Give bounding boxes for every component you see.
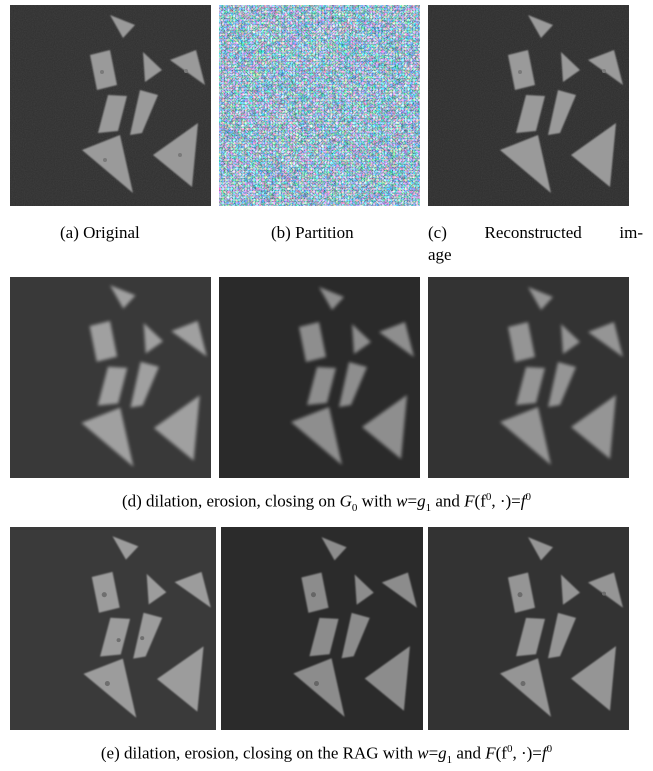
caption-d: (d) dilation, erosion, closing on G0 wit… xyxy=(0,486,653,519)
caption-d-and: and xyxy=(431,491,465,511)
caption-d-G-sub: 0 xyxy=(351,502,358,515)
caption-e-w: w xyxy=(417,743,429,763)
caption-d-args2: , ·)= xyxy=(491,491,521,511)
caption-e-text: (e) dilation, erosion, closing on the RA… xyxy=(100,743,418,763)
caption-d-w: w xyxy=(396,491,408,511)
caption-e-eq: = xyxy=(428,743,439,763)
caption-e-f: f xyxy=(541,743,547,763)
caption-c-hyphen: im- xyxy=(619,223,643,242)
caption-d-G: G xyxy=(339,491,352,511)
caption-e: (e) dilation, erosion, closing on the RA… xyxy=(0,738,653,771)
caption-b: (b) Partition xyxy=(271,223,354,242)
caption-e-args: (f xyxy=(495,743,507,763)
caption-d-eq: = xyxy=(407,491,418,511)
caption-d-with: with xyxy=(357,491,397,511)
caption-d-g: g xyxy=(417,491,426,511)
caption-e-sup0: 0 xyxy=(506,743,513,755)
caption-c-line2: age xyxy=(428,245,452,264)
panel-reconstructed xyxy=(428,5,629,206)
caption-e-g: g xyxy=(438,743,447,763)
caption-d-g-sub: 1 xyxy=(425,502,432,515)
caption-e-args2: , ·)= xyxy=(512,743,542,763)
panel-original xyxy=(10,5,211,206)
caption-e-sup1: 0 xyxy=(546,743,553,755)
caption-c-label: (c) xyxy=(428,223,447,242)
panel-closing-g0 xyxy=(428,277,629,478)
panel-erosion-g0 xyxy=(219,277,420,478)
panel-dilation-g0 xyxy=(10,277,211,478)
caption-d-args: (f xyxy=(474,491,486,511)
caption-e-and: and xyxy=(452,743,486,763)
panel-erosion-rag xyxy=(221,527,423,730)
caption-a: (a) Original xyxy=(60,223,140,242)
panel-dilation-rag xyxy=(10,527,216,730)
caption-e-F: F xyxy=(485,743,496,763)
caption-c: (c) Reconstructed im- age xyxy=(428,222,643,266)
caption-c-word: Reconstructed xyxy=(484,223,582,242)
panel-closing-rag xyxy=(428,527,629,730)
caption-d-f: f xyxy=(520,491,526,511)
caption-d-sup1: 0 xyxy=(525,491,532,503)
caption-d-sup0: 0 xyxy=(485,491,492,503)
caption-d-text: (d) dilation, erosion, closing on xyxy=(121,491,340,511)
caption-e-g-sub: 1 xyxy=(446,754,453,767)
caption-d-F: F xyxy=(464,491,475,511)
panel-partition xyxy=(219,5,420,206)
